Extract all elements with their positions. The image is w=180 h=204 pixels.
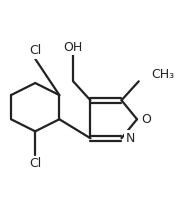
Text: O: O	[141, 113, 151, 126]
Text: N: N	[126, 132, 135, 145]
Text: OH: OH	[64, 41, 83, 54]
Text: CH₃: CH₃	[151, 68, 174, 81]
Text: Cl: Cl	[29, 44, 41, 57]
Text: Cl: Cl	[29, 157, 41, 170]
